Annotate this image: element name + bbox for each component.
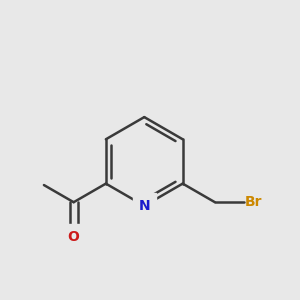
Text: Br: Br (245, 195, 262, 209)
Text: N: N (139, 199, 150, 213)
Text: O: O (68, 230, 80, 244)
